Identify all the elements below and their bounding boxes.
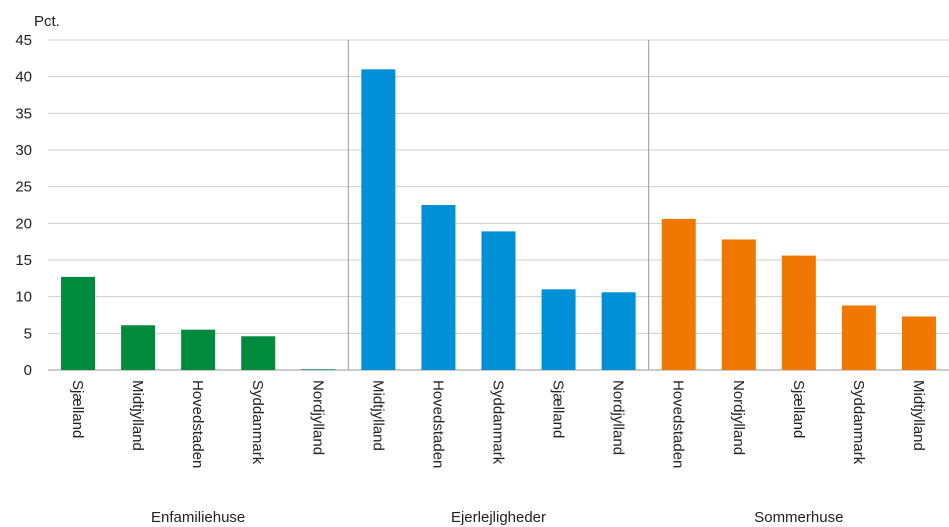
category-label: Hovedstaden (670, 380, 687, 468)
bar-ejerlejligheder-nordjylland (601, 292, 636, 370)
bar-sommerhuse-hovedstaden (661, 218, 696, 370)
category-label: Midtjylland (129, 380, 146, 451)
y-tick-label: 40 (15, 69, 32, 86)
y-tick-label: 0 (24, 362, 32, 379)
bar-enfamiliehuse-sjælland (61, 276, 96, 370)
group-label: Sommerhuse (754, 509, 843, 526)
category-label: Nordjylland (730, 380, 747, 455)
category-label: Nordjylland (610, 380, 627, 455)
category-label: Midtjylland (369, 380, 386, 451)
category-labels: Sjælland Midtjylland Hovedstaden Syddanmark… (69, 380, 927, 468)
category-label: Sjælland (550, 380, 567, 438)
category-label: Nordjylland (309, 380, 326, 455)
bar-enfamiliehuse-syddanmark (241, 336, 276, 370)
group-label: Ejerlejligheder (451, 509, 546, 526)
y-tick-label: 25 (15, 179, 32, 196)
bar-enfamiliehuse-midtjylland (121, 325, 156, 370)
category-label: Hovedstaden (189, 380, 206, 468)
bar-enfamiliehuse-hovedstaden (181, 329, 216, 370)
bar-ejerlejligheder-hovedstaden (421, 205, 456, 370)
y-axis-label: Pct. (34, 13, 60, 30)
category-label: Syddanmark (850, 380, 867, 465)
y-tick-label: 15 (15, 252, 32, 269)
y-tick-label: 10 (15, 289, 32, 306)
bar-sommerhuse-sjælland (781, 255, 816, 370)
group-labels: Enfamiliehuse Ejerlejligheder Sommerhuse (151, 509, 843, 526)
y-tick-label: 45 (15, 32, 32, 49)
bars (61, 69, 936, 370)
y-tick-label: 5 (24, 325, 32, 342)
y-axis-ticks: 0 5 10 15 20 25 30 35 40 45 (15, 32, 32, 379)
category-label: Midtjylland (910, 380, 927, 451)
group-separators (347, 40, 650, 370)
group-label: Enfamiliehuse (151, 509, 245, 526)
bar-sommerhuse-syddanmark (841, 305, 876, 370)
bar-ejerlejligheder-syddanmark (481, 231, 516, 370)
y-tick-label: 20 (15, 215, 32, 232)
category-label: Hovedstaden (429, 380, 446, 468)
category-label: Syddanmark (249, 380, 266, 465)
category-label: Syddanmark (490, 380, 507, 465)
bar-ejerlejligheder-sjælland (541, 289, 576, 370)
y-tick-label: 35 (15, 105, 32, 122)
bar-ejerlejligheder-midtjylland (361, 69, 396, 370)
bar-sommerhuse-nordjylland (721, 239, 756, 370)
y-tick-label: 30 (15, 142, 32, 159)
category-label: Sjælland (790, 380, 807, 438)
category-label: Sjælland (69, 380, 86, 438)
bar-enfamiliehuse-nordjylland (301, 369, 336, 370)
bar-sommerhuse-midtjylland (901, 316, 936, 370)
